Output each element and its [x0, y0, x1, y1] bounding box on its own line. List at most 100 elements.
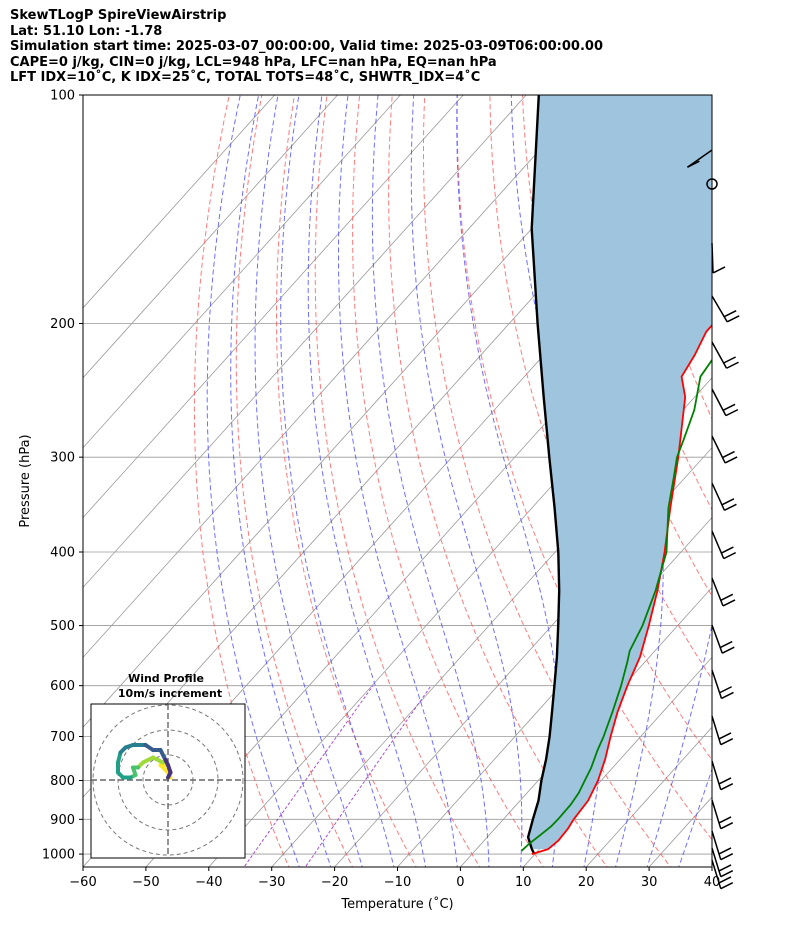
dry-adiabat-line — [352, 95, 544, 867]
wind-barb-staff — [711, 482, 726, 511]
wind-barb-flag — [724, 456, 738, 464]
wind-profile-inset: Wind Profile 10m/s increment — [90, 672, 246, 859]
wind-barb — [711, 577, 736, 607]
wind-barb-flag — [723, 551, 737, 560]
x-tick-label: −10 — [384, 875, 411, 890]
moist-adiabat-line — [678, 767, 712, 867]
time-line: Simulation start time: 2025-03-07_00:00:… — [10, 39, 603, 55]
x-tick-label: 10 — [515, 875, 532, 890]
inset-title: Wind Profile — [128, 672, 204, 685]
isotherm-line — [83, 95, 464, 519]
dry-adiabat-line — [193, 95, 290, 867]
wind-barb-staff — [711, 799, 722, 829]
x-tick-label: 20 — [578, 875, 595, 890]
x-tick-label: 0 — [456, 875, 464, 890]
cin-shading — [528, 95, 712, 850]
wind-barb-flag — [718, 876, 732, 884]
isotherm-line — [83, 95, 590, 658]
wind-barb — [711, 435, 738, 464]
moist-adiabat-line — [410, 95, 523, 867]
wind-barb-flag — [719, 686, 732, 694]
wind-barb-flag — [724, 503, 737, 511]
wind-barb-staff — [711, 830, 722, 860]
wind-barb-flag — [718, 847, 732, 855]
wind-barb-flag — [721, 691, 734, 700]
isotherm-line — [334, 447, 712, 867]
wind-barb — [711, 830, 734, 861]
wind-barb-flag — [718, 732, 732, 740]
wind-barb — [711, 624, 735, 654]
wind-barb-flag — [721, 646, 735, 654]
isotherm-line — [83, 95, 276, 309]
wind-barb-flag — [726, 361, 739, 369]
moist-adiabat-line — [280, 95, 395, 867]
y-tick-label: 500 — [50, 619, 75, 634]
moist-adiabat-line — [646, 95, 712, 867]
wind-barb-flag — [720, 882, 734, 890]
wind-barb-flag — [725, 408, 739, 417]
mixing-ratio-line — [304, 685, 432, 867]
wind-barb-flag — [720, 593, 734, 602]
hodograph-plot — [91, 704, 245, 858]
y-tick-label: 700 — [50, 730, 75, 745]
dry-adiabat-line — [314, 95, 481, 867]
wind-barb-staff — [711, 435, 726, 464]
mixing-ratio-line — [243, 685, 374, 867]
moist-adiabat-line — [254, 95, 363, 867]
x-tick-label: −20 — [321, 875, 348, 890]
wind-barb-flag — [722, 403, 736, 411]
instability-line: CAPE=0 j/kg, CIN=0 j/kg, LCL=948 hPa, LF… — [10, 54, 497, 70]
axes: −60 −50 −40 −30 −20 −10 0 10 20 30 40 100 200 300 400 5… — [18, 89, 720, 913]
wind-barb-flag — [720, 822, 734, 830]
plot-area — [83, 78, 794, 870]
dry-adiabat-line — [715, 78, 794, 870]
y-axis-label: Pressure (hPa) — [18, 434, 33, 527]
y-tick-label: 200 — [50, 317, 75, 332]
moist-adiabat-line — [338, 95, 458, 867]
moist-adiabat-line — [371, 95, 490, 867]
dry-adiabat-line — [747, 78, 794, 870]
wind-barb — [711, 388, 739, 417]
wind-barb — [711, 530, 737, 560]
x-tick-label: −50 — [132, 875, 159, 890]
wind-barb-staff — [711, 847, 722, 877]
wind-barb-staff — [711, 341, 728, 369]
chart-header: SkewTLogP SpireViewAirstrip Lat: 51.10 L… — [10, 8, 603, 86]
wind-barb-flag — [719, 640, 733, 649]
location-line: Lat: 51.10 Lon: -1.78 — [10, 23, 163, 39]
wind-barb-flag — [718, 864, 732, 872]
wind-barb — [711, 295, 740, 323]
wind-barb-flag — [687, 160, 700, 168]
isotherm-line — [711, 866, 712, 867]
wind-barb-staff — [711, 760, 722, 790]
wind-barb-flag — [722, 450, 735, 459]
wind-barb-staff — [711, 624, 723, 654]
wind-barb-flag — [723, 356, 736, 364]
wind-barb-flag — [723, 310, 737, 318]
wind-barb-flag — [722, 599, 736, 607]
dry-adiabat-line — [235, 95, 354, 867]
wind-barb-flag — [721, 546, 734, 554]
wind-barb — [711, 799, 734, 830]
moist-adiabat-line — [206, 95, 300, 867]
wind-barb — [711, 847, 734, 878]
wind-barb — [711, 859, 734, 890]
wind-barb-staff — [711, 388, 727, 416]
y-tick-label: 1000 — [42, 848, 75, 863]
x-tick-label: −40 — [195, 875, 222, 890]
wind-barb — [711, 669, 734, 700]
isotherm-line — [396, 516, 712, 867]
y-tick-label: 600 — [50, 679, 75, 694]
wind-barbs — [686, 149, 740, 890]
x-tick-label: −60 — [69, 875, 96, 890]
wind-barb-flag — [720, 738, 734, 746]
wind-barb-staff — [711, 859, 722, 889]
wind-barb-flag — [720, 853, 734, 861]
isotherm-line — [83, 95, 401, 449]
dry-adiabat-line — [779, 78, 794, 870]
wind-barb — [711, 482, 737, 511]
x-tick-label: −30 — [258, 875, 285, 890]
temperature-profile-line — [531, 323, 712, 855]
wind-barb-flag — [720, 783, 734, 791]
